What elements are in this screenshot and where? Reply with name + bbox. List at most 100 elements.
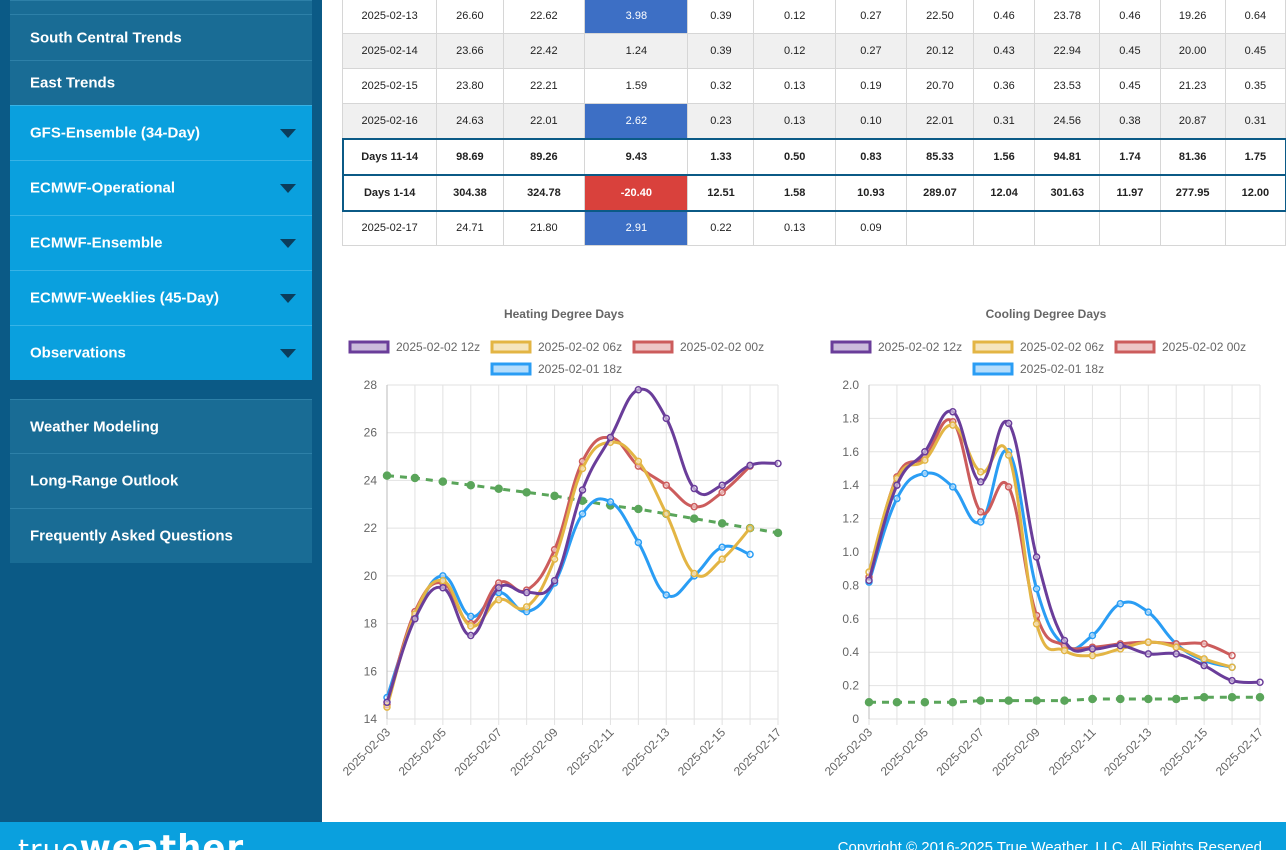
y-tick-label: 22 (364, 521, 378, 535)
table-row: 2025-02-13 26.60 22.62 3.98 0.39 0.12 0.27 22.5… (341, 0, 1286, 34)
y-tick-label: 18 (364, 617, 378, 631)
table-row: 2025-02-14 23.66 22.42 1.24 0.39 0.12 0.27 20.1… (341, 33, 1286, 69)
table-cell: 22.50 (905, 0, 975, 34)
table-summary-row: Days 1-14 304.38 324.78 -20.40 12.51 1.58 10.9… (341, 173, 1286, 212)
table-cell: 0.12 (753, 0, 836, 34)
data-point (410, 473, 420, 483)
x-tick-label: 2025-02-13 (1101, 725, 1155, 779)
table-cell: 12.00 (1224, 174, 1286, 211)
caret-down-icon[interactable] (280, 349, 296, 358)
y-tick-label: 1.4 (842, 478, 859, 492)
legend-item[interactable]: 2025-02-01 18z (490, 362, 622, 376)
table-cell: 20.00 (1159, 33, 1226, 69)
sidebar-item-ecmwf-weeklies-45-day[interactable]: ECMWF-Weeklies (45-Day) (10, 270, 312, 325)
table-cell: 22.21 (502, 68, 586, 104)
legend-item[interactable]: 2025-02-01 18z (972, 362, 1104, 376)
table-cell: 22.01 (905, 103, 975, 139)
table-cell: 3.98 (584, 0, 689, 34)
data-point (634, 457, 643, 466)
sidebar-item-observations[interactable]: Observations (10, 325, 312, 380)
data-point (921, 448, 929, 456)
sidebar-item-long-range-outlook[interactable]: Long-Range Outlook (10, 453, 312, 508)
data-point (1060, 636, 1069, 645)
legend-label: 2025-02-01 18z (1020, 362, 1104, 376)
legend-label: 2025-02-02 12z (878, 340, 962, 354)
table-cell (1034, 210, 1101, 246)
table-cell: 94.81 (1034, 138, 1101, 175)
series-line (385, 387, 779, 703)
data-point (1088, 645, 1097, 653)
table-cell: 1.59 (584, 68, 689, 104)
table-cell: 0.35 (1224, 68, 1286, 104)
table-cell: 0.13 (753, 68, 836, 104)
legend-item[interactable]: 2025-02-02 12z (348, 340, 480, 354)
sidebar-item-frequently-asked-questions[interactable]: Frequently Asked Questions (10, 508, 312, 563)
sidebar-item-gfs-ensemble-34-day[interactable]: GFS-Ensemble (34-Day) (10, 105, 312, 160)
legend-item[interactable]: 2025-02-02 00z (632, 340, 764, 354)
sidebar-item-ecmwf-operational[interactable]: ECMWF-Operational (10, 160, 312, 215)
sidebar-item-top[interactable] (10, 0, 312, 14)
table-cell: 21.23 (1159, 68, 1226, 104)
sidebar-item-east-trends[interactable]: East Trends (10, 60, 312, 105)
table-cell: 0.45 (1099, 33, 1161, 69)
table-cell: 0.38 (1099, 103, 1161, 139)
table-cell (905, 210, 975, 246)
y-tick-label: 0 (852, 712, 859, 726)
data-point (1256, 678, 1264, 687)
table-cell: 20.87 (1159, 103, 1226, 139)
site-logo[interactable]: trueweather (18, 828, 244, 850)
caret-down-icon[interactable] (280, 129, 296, 138)
table-row-label: 2025-02-15 (341, 68, 438, 104)
data-point (439, 576, 447, 585)
legend-label: 2025-02-02 06z (1020, 340, 1104, 354)
legend-item[interactable]: 2025-02-02 12z (830, 340, 962, 354)
data-point (550, 576, 559, 585)
data-point (1200, 640, 1208, 648)
x-tick-label: 2025-02-15 (1157, 725, 1211, 779)
sidebar-item-label: Observations (30, 344, 126, 362)
y-tick-label: 26 (364, 426, 378, 440)
table-cell: 0.46 (973, 0, 1036, 34)
table-cell: 26.60 (436, 0, 504, 34)
legend-label: 2025-02-02 00z (680, 340, 764, 354)
data-point (746, 461, 754, 470)
table-cell: 24.63 (436, 103, 504, 139)
data-point (718, 543, 726, 551)
sidebar-item-south-central-trends[interactable]: South Central Trends (10, 14, 312, 60)
caret-down-icon[interactable] (280, 239, 296, 248)
table-cell: 0.31 (973, 103, 1036, 139)
data-point (522, 488, 531, 497)
sidebar-menu-trends: South Central Trends East Trends GFS-Ensem… (10, 0, 312, 380)
data-point (921, 469, 929, 478)
table-cell: 2.91 (584, 210, 689, 246)
sidebar: South Central Trends East Trends GFS-Ensem… (0, 0, 322, 822)
legend-item[interactable]: 2025-02-02 06z (490, 340, 622, 354)
legend-item[interactable]: 2025-02-02 00z (1114, 340, 1246, 354)
table-cell: 98.69 (436, 138, 504, 175)
table-cell: 1.33 (687, 138, 755, 175)
x-tick-label: 2025-02-05 (396, 725, 450, 779)
table-cell: 22.01 (502, 103, 586, 139)
data-point (662, 591, 671, 599)
legend-swatch (972, 362, 1014, 376)
data-point (662, 510, 671, 518)
table-cell: 0.31 (1224, 103, 1286, 139)
x-tick-label: 2025-02-15 (675, 725, 729, 779)
data-point (466, 480, 476, 490)
x-tick-label: 2025-02-07 (452, 725, 506, 779)
caret-down-icon[interactable] (280, 294, 296, 303)
sidebar-item-ecmwf-ensemble[interactable]: ECMWF-Ensemble (10, 215, 312, 270)
table-cell: 2.62 (584, 103, 689, 139)
main-content: 2025-02-13 26.60 22.62 3.98 0.39 0.12 0.27 22.5… (322, 0, 1286, 822)
table-cell: 0.09 (834, 210, 907, 246)
x-tick-label: 2025-02-13 (619, 725, 673, 779)
y-tick-label: 1.2 (842, 512, 859, 526)
y-tick-label: 16 (364, 664, 378, 678)
table-cell: 89.26 (502, 138, 586, 175)
data-point (634, 538, 643, 547)
sidebar-item-weather-modeling[interactable]: Weather Modeling (10, 399, 312, 453)
legend-item[interactable]: 2025-02-02 06z (972, 340, 1104, 354)
data-point (690, 484, 698, 493)
caret-down-icon[interactable] (280, 184, 296, 193)
table-cell: 0.39 (687, 0, 755, 34)
